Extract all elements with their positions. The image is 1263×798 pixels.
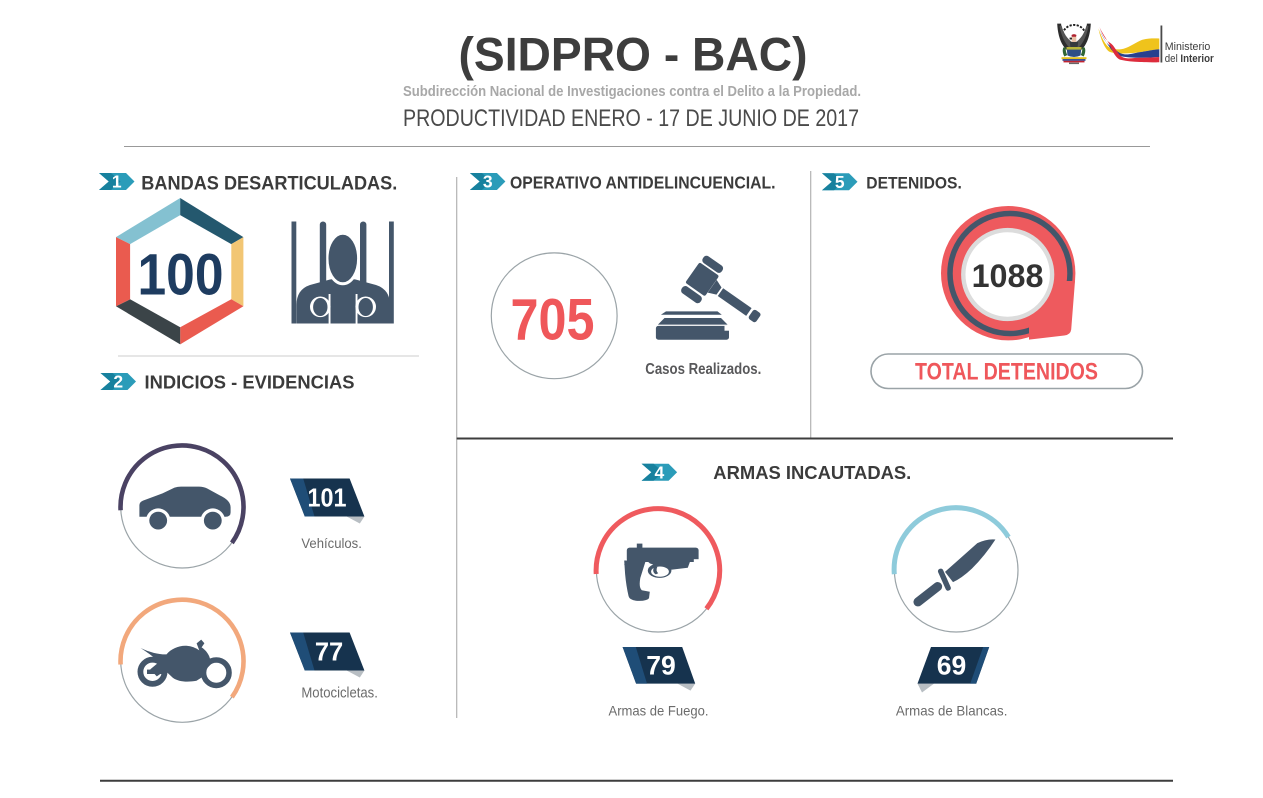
svg-text:69: 69 bbox=[937, 650, 966, 680]
svg-text:(SIDPRO - BAC): (SIDPRO - BAC) bbox=[459, 28, 808, 81]
svg-text:Motocicletas.: Motocicletas. bbox=[301, 684, 378, 701]
svg-text:79: 79 bbox=[646, 650, 675, 680]
svg-text:del Interior: del Interior bbox=[1165, 53, 1215, 65]
svg-text:Casos Realizados.: Casos Realizados. bbox=[645, 361, 761, 378]
svg-text:Vehículos.: Vehículos. bbox=[301, 535, 362, 551]
svg-text:INDICIOS - EVIDENCIAS: INDICIOS - EVIDENCIAS bbox=[145, 372, 355, 393]
svg-text:OPERATIVO ANTIDELINCUENCIAL.: OPERATIVO ANTIDELINCUENCIAL. bbox=[510, 172, 776, 192]
svg-text:100: 100 bbox=[138, 243, 224, 308]
svg-text:1: 1 bbox=[112, 172, 122, 192]
svg-text:Ministerio: Ministerio bbox=[1165, 41, 1211, 53]
svg-text:BANDAS DESARTICULADAS.: BANDAS DESARTICULADAS. bbox=[141, 174, 397, 195]
svg-text:3: 3 bbox=[483, 172, 493, 192]
svg-text:Armas de Blancas.: Armas de Blancas. bbox=[896, 703, 1008, 719]
svg-text:1088: 1088 bbox=[972, 258, 1044, 294]
svg-text:2: 2 bbox=[113, 372, 123, 392]
svg-text:DETENIDOS.: DETENIDOS. bbox=[866, 174, 962, 193]
svg-text:705: 705 bbox=[511, 288, 595, 353]
svg-text:101: 101 bbox=[308, 484, 347, 512]
svg-text:Armas de Fuego.: Armas de Fuego. bbox=[609, 703, 709, 719]
svg-text:77: 77 bbox=[315, 638, 343, 666]
svg-text:ARMAS INCAUTADAS.: ARMAS INCAUTADAS. bbox=[713, 462, 911, 483]
svg-text:4: 4 bbox=[655, 463, 665, 483]
svg-text:TOTAL DETENIDOS: TOTAL DETENIDOS bbox=[915, 358, 1098, 385]
svg-text:PRODUCTIVIDAD ENERO - 17 DE JU: PRODUCTIVIDAD ENERO - 17 DE JUNIO DE 201… bbox=[403, 106, 859, 132]
svg-text:Subdirección Nacional de Inves: Subdirección Nacional de Investigaciones… bbox=[403, 84, 861, 100]
svg-text:5: 5 bbox=[835, 172, 845, 192]
